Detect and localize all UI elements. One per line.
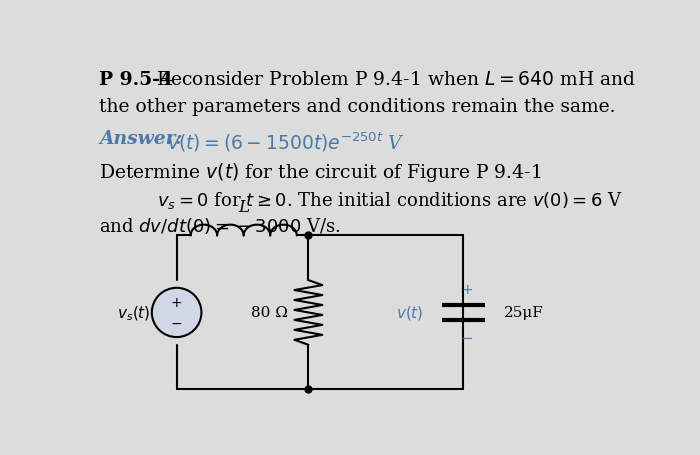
Text: Reconsider Problem P 9.4-1 when $L = 640$ mH and: Reconsider Problem P 9.4-1 when $L = 640… (155, 71, 636, 89)
Text: $v(t) = (6 - 1500t)e^{-250t}$ V: $v(t) = (6 - 1500t)e^{-250t}$ V (167, 130, 405, 153)
Text: 25μF: 25μF (504, 306, 543, 320)
Text: and $dv/dt(0) = -3000$ V/s.: and $dv/dt(0) = -3000$ V/s. (99, 216, 341, 236)
Text: Determine $v(t)$ for the circuit of Figure P 9.4-1: Determine $v(t)$ for the circuit of Figu… (99, 161, 541, 183)
Circle shape (152, 288, 202, 337)
Text: 80 Ω: 80 Ω (251, 306, 288, 320)
Text: +: + (171, 296, 183, 310)
Text: −: − (461, 330, 474, 345)
Text: $v(t)$: $v(t)$ (395, 304, 423, 322)
Text: the other parameters and conditions remain the same.: the other parameters and conditions rema… (99, 98, 615, 116)
Text: +: + (461, 283, 473, 297)
Text: −: − (171, 316, 183, 330)
Text: L: L (238, 199, 249, 216)
Text: Answer:: Answer: (99, 130, 183, 148)
Text: P 9.5-4: P 9.5-4 (99, 71, 173, 89)
Text: $v_s = 0$ for $t \geq 0$. The initial conditions are $v(0) = 6$ V: $v_s = 0$ for $t \geq 0$. The initial co… (158, 190, 623, 211)
Text: $v_s(t)$: $v_s(t)$ (117, 303, 150, 322)
